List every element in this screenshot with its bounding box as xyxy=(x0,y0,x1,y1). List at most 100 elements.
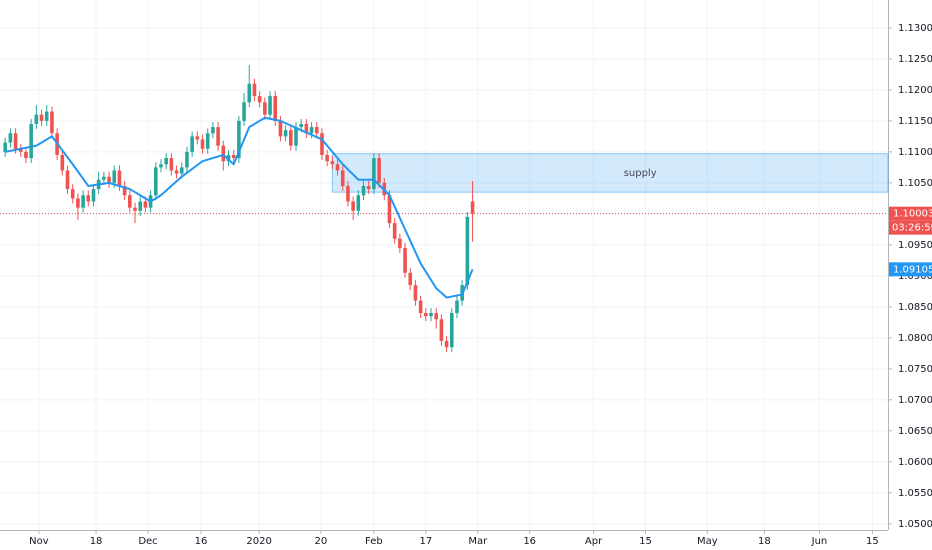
y-tick-label: 1.08000 xyxy=(898,333,932,344)
candle-body xyxy=(60,154,65,171)
candle-body xyxy=(3,142,7,152)
ma-label: 1.09105 xyxy=(893,264,932,275)
candle-body xyxy=(403,247,407,273)
y-tick-label: 1.09000 xyxy=(898,271,932,282)
candle-body xyxy=(325,154,329,162)
candle-body xyxy=(465,216,470,286)
ma-box xyxy=(889,262,932,277)
candle-body xyxy=(278,120,283,137)
candle-body xyxy=(351,201,355,211)
candle-body xyxy=(221,145,226,162)
candle-body xyxy=(24,151,28,159)
candle-body xyxy=(398,238,402,248)
candle-body xyxy=(330,161,335,165)
candle-body xyxy=(263,102,267,115)
candle-body xyxy=(195,136,200,140)
candle-body xyxy=(247,83,252,103)
candle-body xyxy=(13,133,18,149)
candle-body xyxy=(70,189,75,199)
candle-body xyxy=(91,189,96,202)
candle-body xyxy=(200,139,205,149)
candle-body xyxy=(122,185,127,196)
candle-body xyxy=(252,83,257,97)
supply-zone xyxy=(331,153,889,193)
y-tick-label: 1.11000 xyxy=(898,147,932,158)
candle-body xyxy=(449,313,454,348)
candle-body xyxy=(107,176,111,183)
y-tick-label: 1.12500 xyxy=(898,54,932,65)
candle-body xyxy=(39,114,44,121)
x-tick-label: Nov xyxy=(29,536,49,547)
candle-body xyxy=(387,195,392,224)
last-price-label: 1.10003 xyxy=(893,209,932,220)
y-tick-label: 1.11500 xyxy=(898,116,932,127)
candle-body xyxy=(408,272,413,286)
candle-body xyxy=(65,170,70,190)
candle-body xyxy=(455,300,459,314)
zone-label: supply xyxy=(624,168,657,179)
candle-body xyxy=(366,185,371,190)
candle-body xyxy=(294,127,298,146)
candle-body xyxy=(44,111,49,121)
y-tick-label: 1.09500 xyxy=(898,240,932,251)
last-price-box xyxy=(889,206,932,221)
candle-body xyxy=(289,130,293,146)
x-tick-label: 2020 xyxy=(246,536,271,547)
candle-body xyxy=(143,201,148,208)
candle-body xyxy=(283,130,288,137)
candle-body xyxy=(314,127,319,134)
candle-body xyxy=(392,223,397,239)
candle-body xyxy=(133,207,137,211)
candle-body xyxy=(299,123,303,128)
candle-body xyxy=(424,313,428,317)
candle-body xyxy=(190,136,194,152)
candle-body xyxy=(86,195,91,202)
x-tick-label: Jun xyxy=(811,536,828,547)
candle-body xyxy=(211,127,215,134)
candle-body xyxy=(76,198,80,208)
candle-body xyxy=(257,96,262,103)
x-tick-label: 17 xyxy=(419,536,432,547)
candle-body xyxy=(117,170,122,186)
candle-body xyxy=(237,120,241,159)
y-tick-label: 1.07000 xyxy=(898,395,932,406)
candle-body xyxy=(439,319,444,341)
x-tick-label: May xyxy=(697,536,718,547)
y-tick-label: 1.05500 xyxy=(898,488,932,499)
x-tick-label: 18 xyxy=(90,536,103,547)
candle-body xyxy=(242,102,246,121)
moving-average xyxy=(4,116,474,299)
x-tick-label: Dec xyxy=(138,536,157,547)
candle-body xyxy=(153,167,158,196)
candle-body xyxy=(444,340,449,348)
x-tick-label: Feb xyxy=(365,536,383,547)
candle-body xyxy=(470,201,475,214)
countdown-label: 03:26:59 xyxy=(892,223,932,234)
candle-body xyxy=(273,96,278,121)
candle-body xyxy=(159,164,163,168)
candle-body xyxy=(102,176,106,180)
y-tick-label: 1.07500 xyxy=(898,364,932,375)
candle-body xyxy=(268,96,272,115)
candle-body xyxy=(50,111,54,134)
candle-body xyxy=(418,300,423,314)
candle-body xyxy=(372,158,376,190)
candle-body xyxy=(216,127,220,146)
candle-body xyxy=(174,170,179,174)
x-tick-label: 18 xyxy=(758,536,771,547)
x-tick-label: 15 xyxy=(639,536,652,547)
candle-body xyxy=(377,158,381,183)
candle-body xyxy=(81,195,85,208)
y-tick-label: 1.13000 xyxy=(898,23,932,34)
candle-body xyxy=(138,201,143,211)
candle-body xyxy=(335,164,340,171)
candle-body xyxy=(112,170,117,183)
x-tick-label: 16 xyxy=(195,536,208,547)
candle-body xyxy=(205,133,210,149)
candle-body xyxy=(361,185,366,196)
candle-body xyxy=(128,195,132,208)
candle-body xyxy=(304,123,309,134)
x-tick-label: 15 xyxy=(866,536,879,547)
y-tick-label: 1.10500 xyxy=(898,178,932,189)
